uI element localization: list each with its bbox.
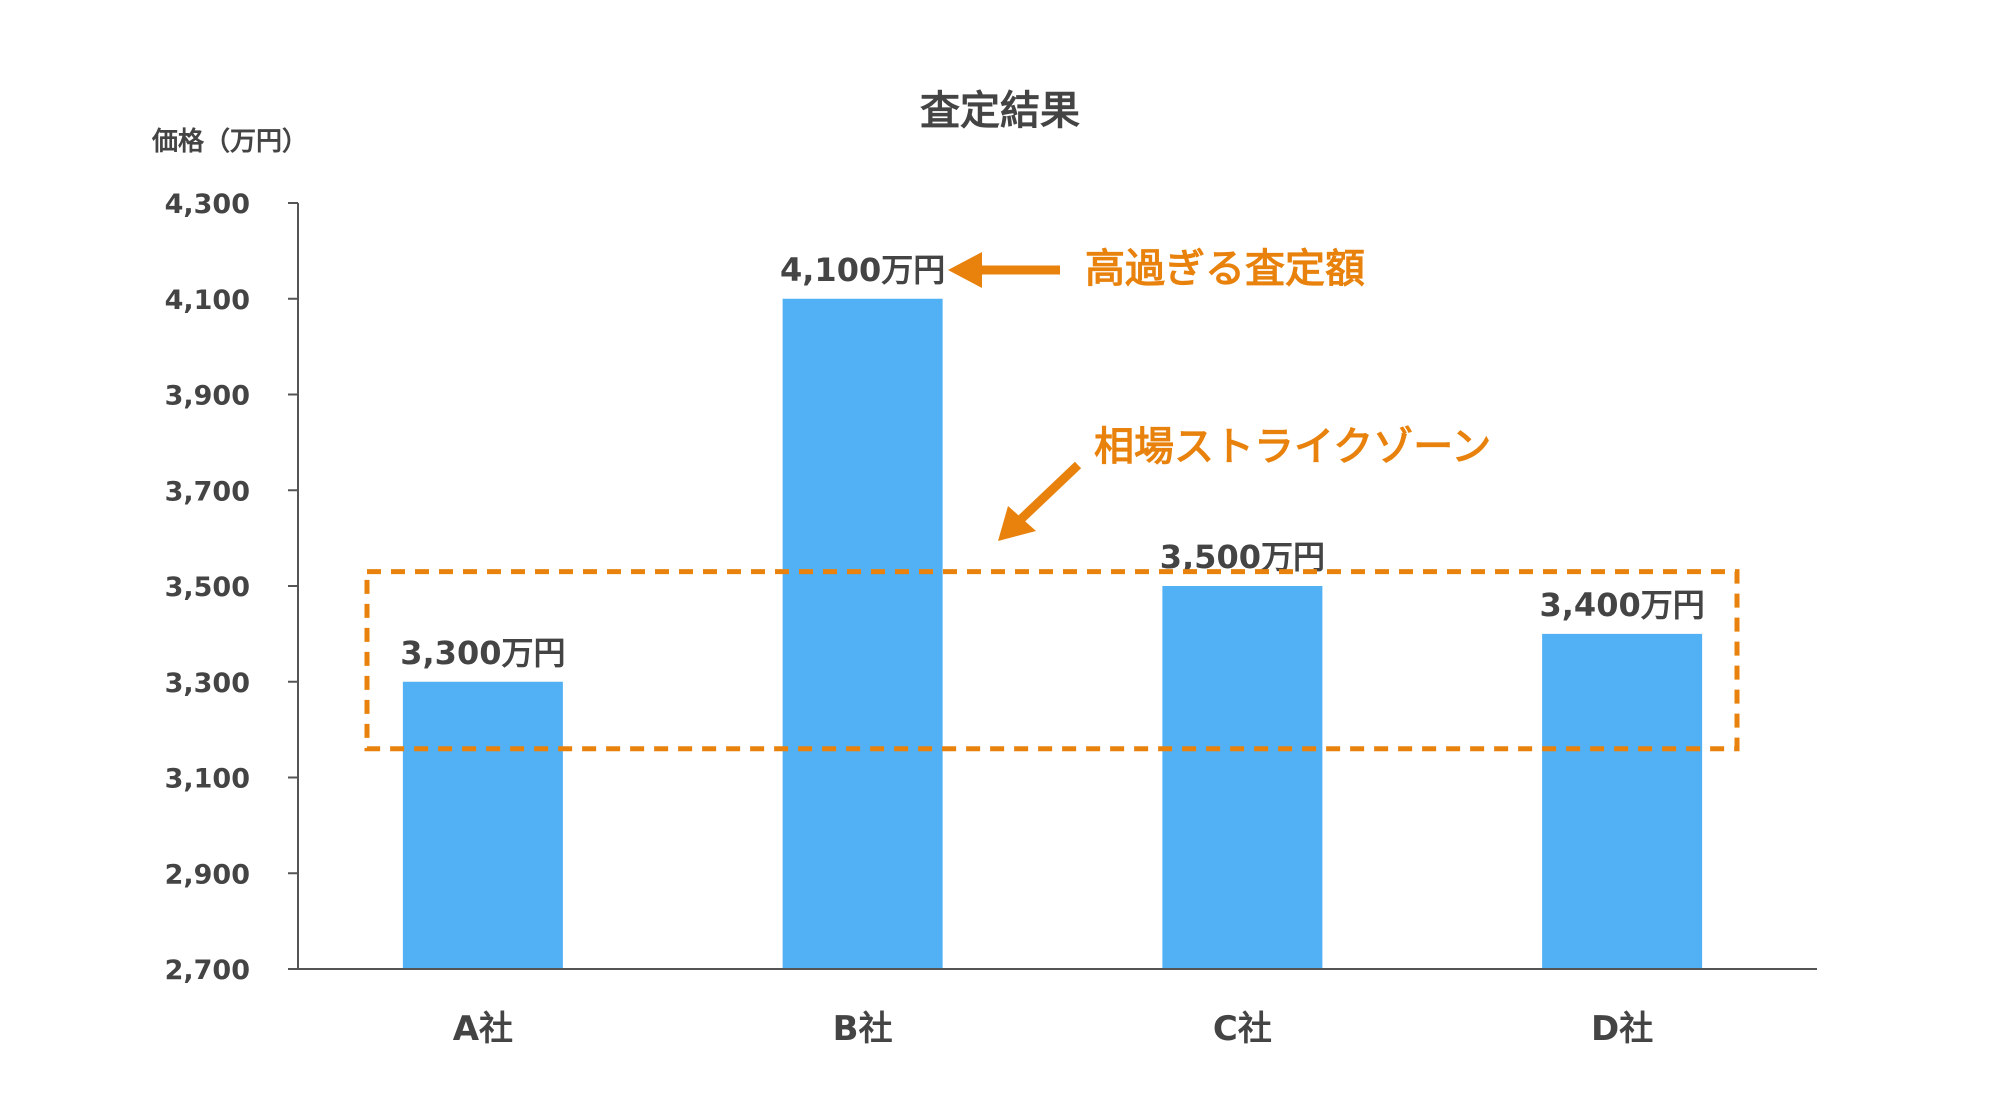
- bar: [1162, 586, 1323, 969]
- bar-data-label: 3,300万円: [400, 634, 565, 672]
- bar: [402, 681, 563, 969]
- bar-data-label: 3,400万円: [1540, 586, 1705, 624]
- x-axis-categories: A社 B社 C社 D社: [453, 1009, 1654, 1049]
- y-tick-label: 3,500: [165, 572, 250, 603]
- x-category-label: B社: [833, 1009, 893, 1049]
- y-tick-label: 3,300: [165, 668, 250, 699]
- strike-zone-box: [364, 569, 1740, 752]
- strike-zone-annotation: 相場ストライクゾーン: [1094, 424, 1491, 470]
- y-tick-label: 4,300: [165, 189, 250, 220]
- bar: [1542, 633, 1703, 969]
- x-category-label: C社: [1213, 1009, 1272, 1049]
- y-tick-label: 3,700: [165, 476, 250, 507]
- strike-zone-arrow: [1014, 461, 1082, 526]
- y-tick-label: 2,700: [165, 955, 250, 986]
- y-tick-label: 3,100: [165, 764, 250, 795]
- bar-data-label: 4,100万円: [780, 251, 945, 289]
- y-axis-label: 価格（万円）: [151, 126, 308, 157]
- bar: [782, 298, 943, 969]
- bars: [402, 298, 1703, 969]
- x-category-label: A社: [453, 1009, 513, 1049]
- x-category-label: D社: [1591, 1009, 1653, 1049]
- chart-title: 査定結果: [920, 88, 1080, 134]
- y-tick-label: 4,100: [165, 285, 250, 316]
- y-tick-label: 2,900: [165, 859, 250, 890]
- strike-zone-arrow-head: [998, 506, 1036, 541]
- y-tick-label: 3,900: [165, 381, 250, 412]
- too-high-annotation: 高過ぎる査定額: [1085, 246, 1365, 292]
- too-high-arrow-head: [948, 252, 982, 288]
- y-axis-ticks: 2,700 2,900 3,100 3,300 3,500 3,700 3,900 4,100…: [165, 189, 298, 986]
